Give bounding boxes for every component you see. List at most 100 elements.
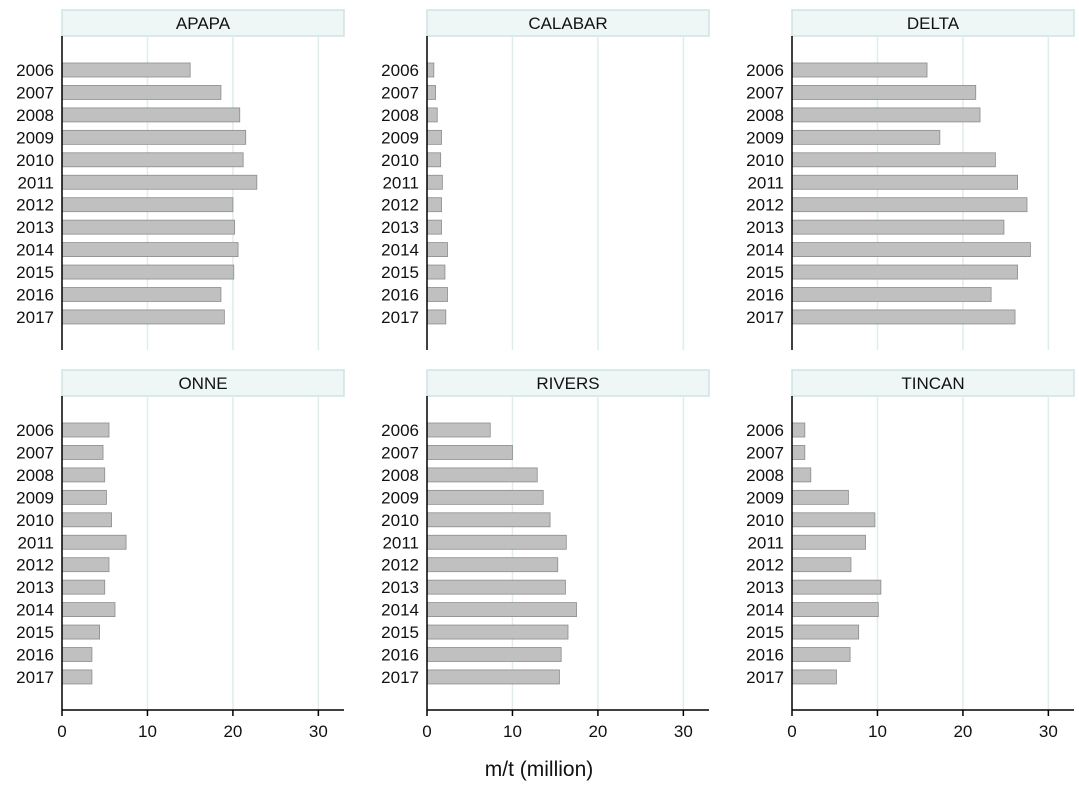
category-label-onne-2010: 2010 — [16, 511, 54, 530]
panel-title-onne: ONNE — [178, 374, 227, 393]
category-label-apapa-2011: 2011 — [17, 173, 54, 192]
bar-tincan-2006 — [791, 422, 806, 438]
category-label-onne-2014: 2014 — [16, 601, 54, 620]
bar-apapa-2013 — [61, 219, 236, 235]
x-tick-label-rivers-20: 20 — [588, 722, 607, 741]
bar-delta-2012 — [791, 197, 1028, 213]
bar-rivers-2012 — [426, 557, 559, 573]
category-label-onne-2012: 2012 — [16, 556, 54, 575]
bar-delta-2010 — [791, 152, 996, 168]
bar-tincan-2012 — [791, 557, 852, 573]
bar-delta-2014 — [791, 242, 1031, 258]
bar-tincan-2007 — [791, 445, 806, 460]
category-label-rivers-2015: 2015 — [381, 623, 419, 642]
x-tick-label-rivers-10: 10 — [503, 722, 522, 741]
bar-tincan-2008 — [791, 467, 812, 483]
bar-onne-2009 — [61, 489, 107, 505]
bar-rivers-2006 — [426, 422, 491, 438]
bar-tincan-2011 — [791, 534, 866, 550]
bar-apapa-2015 — [61, 264, 235, 280]
bar-apapa-2009 — [61, 129, 247, 145]
category-label-delta-2009: 2009 — [746, 128, 784, 147]
category-label-delta-2016: 2016 — [746, 286, 784, 305]
x-tick-label-tincan-30: 30 — [1039, 722, 1058, 741]
x-tick-label-tincan-20: 20 — [953, 722, 972, 741]
bar-calabar-2012 — [426, 197, 442, 213]
category-label-tincan-2008: 2008 — [746, 466, 784, 485]
category-label-tincan-2016: 2016 — [746, 646, 784, 665]
bar-calabar-2013 — [426, 219, 442, 235]
category-label-tincan-2007: 2007 — [746, 443, 784, 462]
category-label-calabar-2011: 2011 — [382, 173, 419, 192]
bar-delta-2009 — [791, 129, 941, 145]
category-label-onne-2011: 2011 — [17, 533, 54, 552]
bar-onne-2011 — [61, 534, 127, 550]
bar-tincan-2016 — [791, 647, 851, 662]
bar-rivers-2013 — [426, 579, 566, 595]
bar-rivers-2017 — [426, 669, 560, 685]
category-label-tincan-2010: 2010 — [746, 511, 784, 530]
bar-calabar-2017 — [426, 309, 447, 325]
bar-onne-2008 — [61, 467, 106, 483]
category-label-delta-2006: 2006 — [746, 61, 784, 80]
category-label-tincan-2015: 2015 — [746, 623, 784, 642]
category-label-rivers-2006: 2006 — [381, 421, 419, 440]
bar-tincan-2013 — [791, 579, 882, 595]
category-label-calabar-2009: 2009 — [381, 128, 419, 147]
category-label-apapa-2008: 2008 — [16, 106, 54, 125]
panel-title-calabar: CALABAR — [528, 14, 607, 33]
category-label-delta-2010: 2010 — [746, 151, 784, 170]
category-label-rivers-2013: 2013 — [381, 578, 419, 597]
bar-apapa-2008 — [61, 107, 241, 123]
category-label-apapa-2006: 2006 — [16, 61, 54, 80]
category-label-calabar-2007: 2007 — [381, 83, 419, 102]
bar-onne-2013 — [61, 579, 106, 595]
bar-apapa-2014 — [61, 242, 239, 258]
category-label-rivers-2008: 2008 — [381, 466, 419, 485]
category-label-apapa-2013: 2013 — [16, 218, 54, 237]
bar-apapa-2010 — [61, 152, 244, 168]
bar-calabar-2010 — [426, 152, 442, 168]
category-label-rivers-2007: 2007 — [381, 443, 419, 462]
panel-title-delta: DELTA — [907, 14, 960, 33]
category-label-apapa-2016: 2016 — [16, 286, 54, 305]
category-label-tincan-2012: 2012 — [746, 556, 784, 575]
category-label-calabar-2006: 2006 — [381, 61, 419, 80]
bar-rivers-2015 — [426, 624, 569, 640]
panel-strip-onne — [61, 369, 345, 397]
bar-calabar-2011 — [426, 174, 443, 190]
panel-title-apapa: APAPA — [176, 14, 231, 33]
x-axis-label: m/t (million) — [485, 758, 594, 781]
category-label-calabar-2017: 2017 — [381, 308, 419, 327]
x-tick-label-tincan-0: 0 — [787, 722, 796, 741]
bar-calabar-2014 — [426, 242, 448, 258]
category-label-rivers-2012: 2012 — [381, 556, 419, 575]
category-label-onne-2006: 2006 — [16, 421, 54, 440]
x-tick-label-onne-0: 0 — [57, 722, 66, 741]
panel-title-rivers: RIVERS — [536, 374, 599, 393]
bar-delta-2011 — [791, 174, 1019, 190]
category-label-apapa-2010: 2010 — [16, 151, 54, 170]
bar-apapa-2006 — [61, 62, 191, 78]
panel-strip-delta — [791, 9, 1075, 37]
category-label-rivers-2016: 2016 — [381, 646, 419, 665]
bar-apapa-2012 — [61, 197, 234, 213]
bar-rivers-2016 — [426, 647, 562, 662]
category-label-calabar-2008: 2008 — [381, 106, 419, 125]
category-label-delta-2011: 2011 — [747, 173, 784, 192]
category-label-tincan-2009: 2009 — [746, 488, 784, 507]
bar-apapa-2007 — [61, 85, 222, 100]
bar-rivers-2008 — [426, 467, 538, 483]
panel-strip-tincan — [791, 369, 1075, 397]
category-label-apapa-2015: 2015 — [16, 263, 54, 282]
category-label-delta-2008: 2008 — [746, 106, 784, 125]
bar-onne-2012 — [61, 557, 110, 573]
bar-delta-2008 — [791, 107, 981, 123]
category-label-onne-2016: 2016 — [16, 646, 54, 665]
category-label-rivers-2010: 2010 — [381, 511, 419, 530]
category-label-onne-2007: 2007 — [16, 443, 54, 462]
bar-delta-2013 — [791, 219, 1005, 235]
bar-delta-2015 — [791, 264, 1019, 280]
x-tick-label-onne-20: 20 — [223, 722, 242, 741]
